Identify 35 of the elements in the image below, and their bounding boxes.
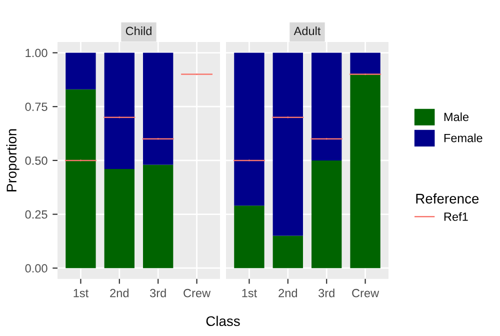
x-tick-label: Crew <box>352 288 380 298</box>
legend-label: Female <box>444 134 482 142</box>
y-tick-label: 0.00 <box>25 264 48 273</box>
y-axis-title: Proportion <box>6 129 20 192</box>
bar <box>104 169 134 268</box>
x-tick-label: 3rd <box>318 288 334 298</box>
y-tick-label: 1.00 <box>26 48 48 58</box>
bar <box>312 52 342 160</box>
y-tick-label: 0.75 <box>25 102 48 111</box>
bar <box>272 236 303 268</box>
x-tick-label: 1st <box>74 289 88 298</box>
bar <box>66 52 96 90</box>
bar <box>143 52 174 165</box>
x-tick-label: 3rd <box>150 288 166 298</box>
x-tick-label: Crew <box>184 288 211 298</box>
bar <box>66 89 96 268</box>
bar <box>350 52 380 74</box>
bar <box>272 52 303 236</box>
chart-title: Child <box>126 26 152 36</box>
bar <box>104 52 134 170</box>
x-tick-label: 2nd <box>278 288 297 298</box>
bar <box>350 74 380 268</box>
bar <box>143 164 174 268</box>
legend-title: Reference <box>416 193 479 204</box>
y-tick-label: 0.50 <box>25 156 48 165</box>
x-axis-title: Class <box>206 316 240 326</box>
bar <box>234 206 264 268</box>
x-tick-label: 1st <box>242 289 257 298</box>
y-tick-label: 0.25 <box>25 210 48 219</box>
legend-label: Male <box>444 112 469 122</box>
x-tick-label: 2nd <box>110 288 128 298</box>
legend-label: Ref1 <box>444 212 468 221</box>
bar <box>312 160 342 268</box>
bar <box>234 52 264 206</box>
chart-title: Adult <box>294 26 321 36</box>
